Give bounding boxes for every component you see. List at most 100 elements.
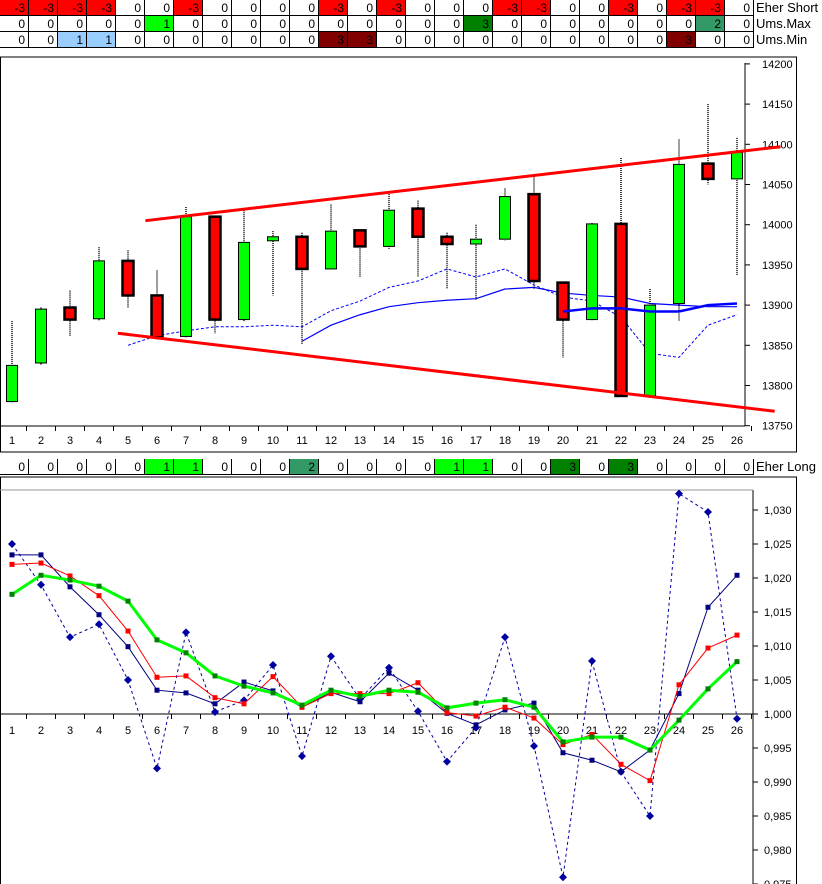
x-tick-label: 23 bbox=[644, 725, 656, 737]
y-tick-label: 14200 bbox=[762, 59, 793, 71]
data-point-diamond bbox=[443, 757, 451, 766]
indicator-cell: 0 bbox=[145, 0, 174, 16]
indicator-cell: 0 bbox=[638, 459, 667, 475]
x-tick-label: 23 bbox=[644, 435, 656, 447]
indicator-cell: 0 bbox=[609, 16, 638, 32]
y-tick-label: 1,000 bbox=[764, 709, 792, 721]
y-tick-label: 1,015 bbox=[764, 607, 792, 619]
indicator-row: 0 0 0 0 0 1 0 0 0 0 0 0 0 0 0 0 3 0 0 0 0 0 0 0 2 0 Ums.Max bbox=[0, 16, 822, 32]
data-point-square bbox=[734, 659, 740, 665]
data-point-diamond bbox=[704, 508, 712, 517]
ma-thick-line bbox=[562, 302, 738, 313]
x-tick-label: 24 bbox=[673, 725, 685, 737]
x-tick-label: 12 bbox=[325, 435, 337, 447]
indicator-cell: 0 bbox=[203, 32, 232, 48]
x-tick-label: 3 bbox=[67, 725, 73, 737]
data-point-diamond bbox=[588, 656, 596, 665]
data-point-square bbox=[676, 717, 682, 723]
data-point-square bbox=[502, 707, 508, 713]
indicator-cell: 0 bbox=[725, 16, 754, 32]
data-point-square bbox=[734, 632, 740, 638]
series-line-green-thick bbox=[11, 573, 739, 752]
candle-down bbox=[556, 281, 570, 321]
indicator-cell: 0 bbox=[580, 0, 609, 16]
x-tick-label: 22 bbox=[615, 725, 627, 737]
indicator-cell: 0 bbox=[522, 459, 551, 475]
y-tick-label: 14050 bbox=[762, 180, 793, 192]
indicator-cell: -3 bbox=[609, 0, 638, 16]
x-tick-label: 19 bbox=[528, 435, 540, 447]
x-tick-label: 1 bbox=[9, 725, 15, 737]
data-point-square bbox=[38, 572, 44, 578]
indicator-cell: 0 bbox=[464, 0, 493, 16]
indicator-row-long: 0 0 0 0 0 1 1 0 0 0 2 0 0 0 0 1 1 0 0 3 0 3 0 0 0 0 Eher Long bbox=[0, 459, 822, 475]
indicator-cell: 0 bbox=[522, 16, 551, 32]
indicator-cell: 0 bbox=[261, 459, 290, 475]
indicator-cell: 3 bbox=[667, 32, 696, 48]
candle-up bbox=[673, 163, 685, 304]
data-point-square bbox=[705, 645, 711, 651]
indicator-cell: 0 bbox=[0, 32, 29, 48]
chart-frame bbox=[0, 56, 797, 453]
data-point-square bbox=[38, 552, 44, 558]
y-tick-label: 14000 bbox=[762, 220, 793, 232]
candle-up bbox=[325, 230, 337, 270]
indicator-cell: -3 bbox=[58, 0, 87, 16]
candle-down bbox=[121, 259, 135, 297]
data-point-square bbox=[531, 704, 537, 710]
indicator-cell: 0 bbox=[551, 16, 580, 32]
data-point-square bbox=[9, 561, 15, 567]
data-point-diamond bbox=[327, 652, 335, 661]
data-point-square bbox=[589, 757, 595, 763]
data-point-diamond bbox=[66, 633, 74, 642]
indicator-cell: 2 bbox=[290, 459, 319, 475]
indicator-cell: 1 bbox=[145, 16, 174, 32]
indicator-cell: 0 bbox=[116, 459, 145, 475]
x-tick-label: 21 bbox=[586, 725, 598, 737]
data-point-square bbox=[212, 695, 218, 701]
y-tick-label: 1,030 bbox=[764, 505, 792, 517]
indicator-cell: 0 bbox=[638, 16, 667, 32]
data-point-square bbox=[415, 689, 421, 695]
y-tick-label: 0,990 bbox=[764, 777, 792, 789]
indicator-cell: 0 bbox=[87, 16, 116, 32]
data-point-square bbox=[96, 583, 102, 589]
data-point-square bbox=[444, 710, 450, 716]
indicator-cell: 1 bbox=[464, 459, 493, 475]
data-point-square bbox=[386, 670, 392, 676]
indicator-cell: 0 bbox=[319, 16, 348, 32]
data-point-square bbox=[125, 628, 131, 634]
x-tick-label: 4 bbox=[96, 435, 102, 447]
data-point-diamond bbox=[646, 812, 654, 820]
data-point-square bbox=[96, 593, 102, 599]
data-point-diamond bbox=[182, 628, 190, 637]
data-point-diamond bbox=[269, 661, 277, 670]
row-label: Eher Long bbox=[756, 459, 816, 474]
indicator-cell: 0 bbox=[116, 32, 145, 48]
indicator-cell: 1 bbox=[435, 459, 464, 475]
x-tick-label: 2 bbox=[38, 435, 44, 447]
x-tick-label: 13 bbox=[354, 725, 366, 737]
x-tick-label: 3 bbox=[67, 435, 73, 447]
y-tick-label: 1,025 bbox=[764, 539, 792, 551]
indicator-cell: 0 bbox=[203, 16, 232, 32]
data-point-square bbox=[386, 687, 392, 693]
row-label: Ums.Min bbox=[756, 32, 808, 47]
indicator-cell: 0 bbox=[638, 0, 667, 16]
data-point-diamond bbox=[298, 752, 306, 761]
y-tick-label: 13900 bbox=[762, 300, 793, 312]
data-point-square bbox=[241, 701, 247, 707]
indicator-cell: 1 bbox=[58, 32, 87, 48]
x-tick-label: 16 bbox=[441, 435, 453, 447]
data-point-square bbox=[67, 573, 73, 579]
indicator-cell: 0 bbox=[406, 32, 435, 48]
data-point-square bbox=[270, 674, 276, 680]
indicator-cell: -3 bbox=[174, 0, 203, 16]
data-point-diamond bbox=[8, 540, 16, 548]
indicator-cell: -3 bbox=[29, 0, 58, 16]
data-point-square bbox=[270, 690, 276, 696]
indicator-cell: 0 bbox=[377, 16, 406, 32]
x-tick-label: 10 bbox=[267, 435, 279, 447]
x-tick-label: 20 bbox=[557, 725, 569, 737]
data-point-diamond bbox=[675, 489, 683, 498]
